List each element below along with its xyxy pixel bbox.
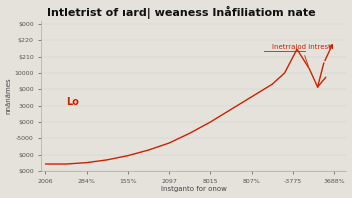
Text: Inetrralod intrest: Inetrralod intrest bbox=[272, 44, 331, 66]
X-axis label: Instganto for onow: Instganto for onow bbox=[161, 187, 227, 192]
Text: Intletrist of ıard| weaness Inåfiliatiom nate: Intletrist of ıard| weaness Inåfiliatiom… bbox=[48, 6, 316, 19]
Y-axis label: nnänämes: nnänämes bbox=[6, 78, 12, 114]
Text: Lo: Lo bbox=[66, 97, 78, 107]
